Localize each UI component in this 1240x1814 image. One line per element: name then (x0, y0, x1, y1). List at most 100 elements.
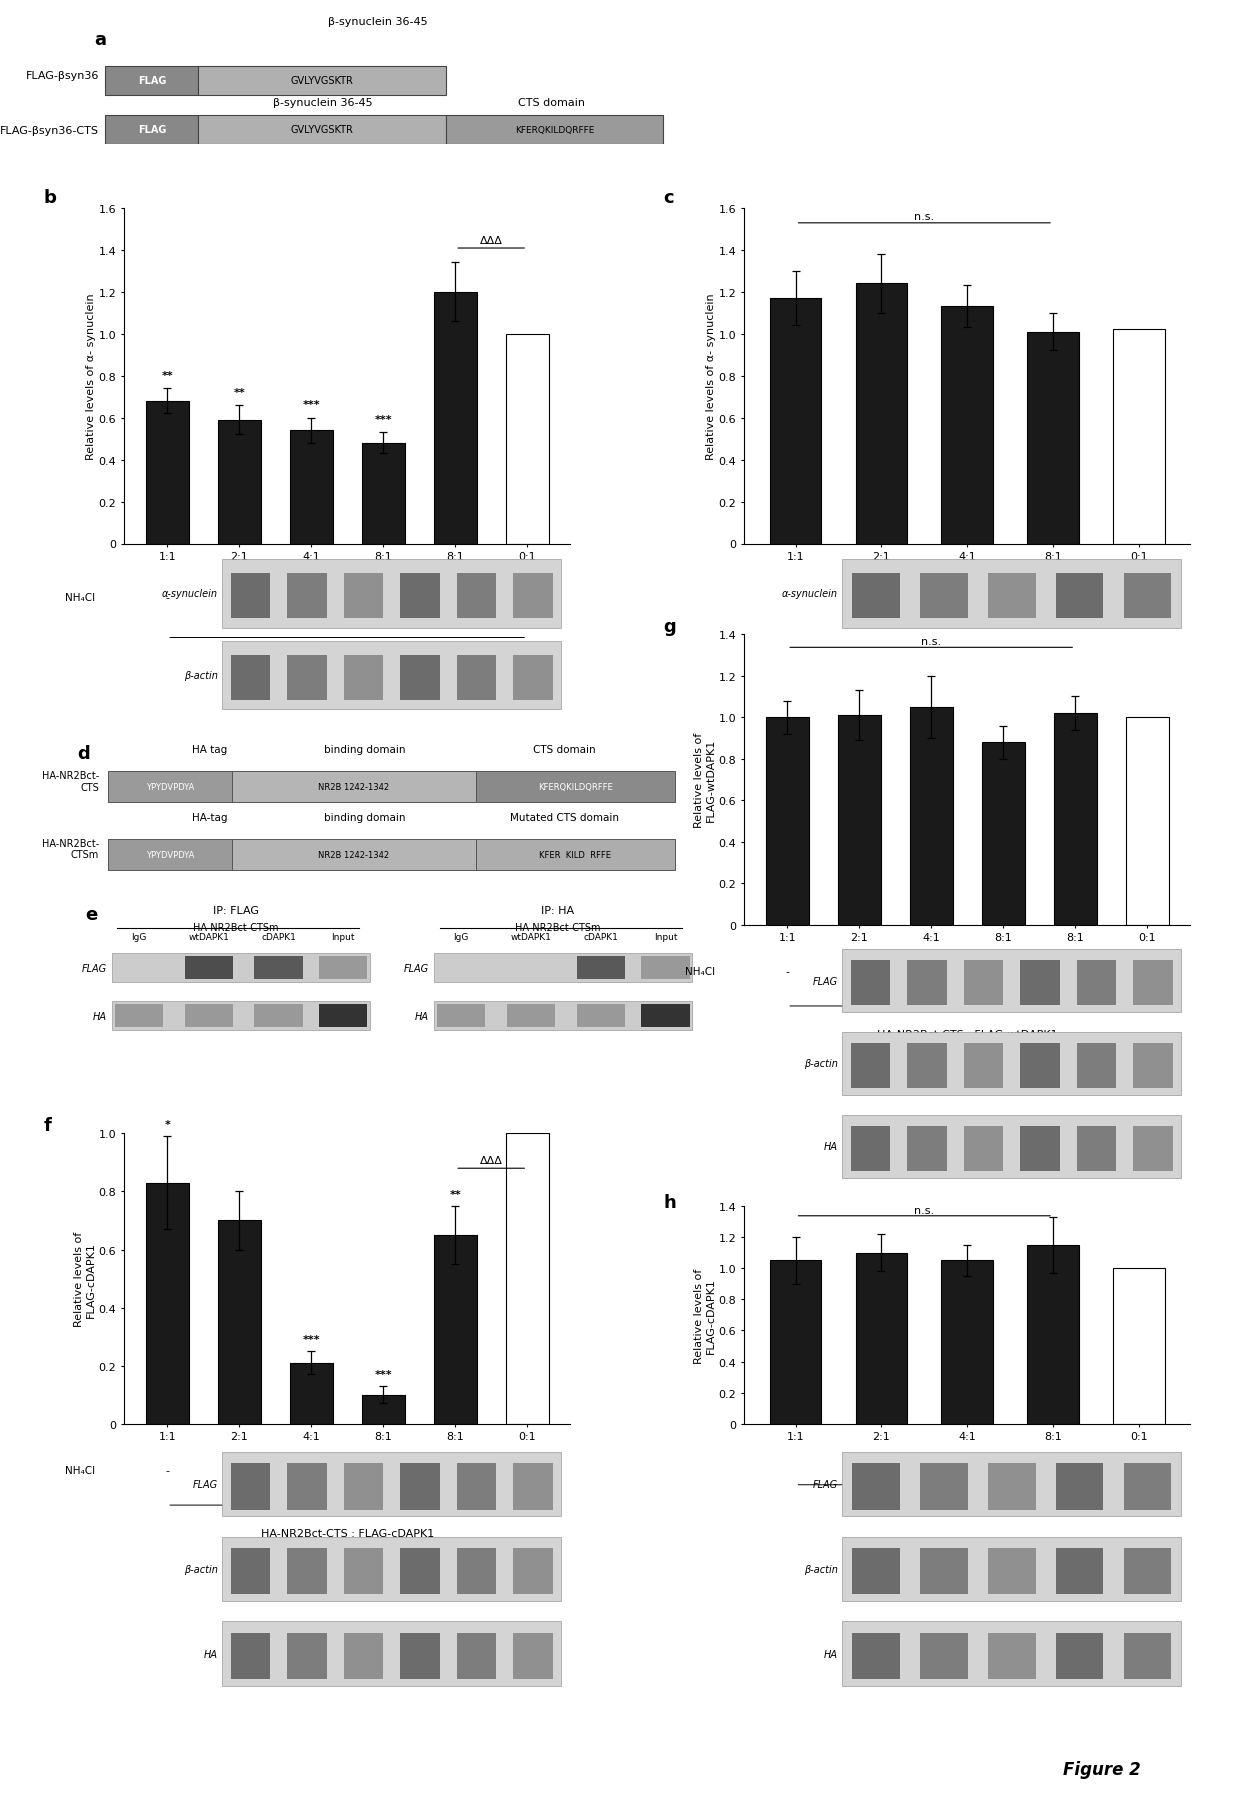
Text: binding domain: binding domain (324, 744, 405, 755)
Bar (1123, 1464, 1172, 1509)
Bar (842, 642, 1182, 709)
Text: ***: *** (303, 1333, 320, 1344)
Text: ΔΔΔ: ΔΔΔ (480, 236, 502, 245)
Text: IgG: IgG (454, 932, 469, 941)
Bar (456, 1464, 496, 1509)
Text: FLAG: FLAG (82, 963, 107, 974)
Text: FLAG-βsyn36: FLAG-βsyn36 (26, 71, 99, 82)
Bar (343, 1547, 383, 1595)
Text: IP: FLAG: IP: FLAG (212, 905, 259, 916)
Text: HA: HA (415, 1010, 429, 1021)
Text: YPYDVPDYA: YPYDVPDYA (146, 851, 195, 860)
Text: -: - (857, 967, 862, 976)
Y-axis label: Relative levels of α- synuclein: Relative levels of α- synuclein (86, 294, 95, 459)
Bar (1133, 960, 1173, 1007)
Bar (231, 1464, 270, 1509)
Text: IP: HA: IP: HA (542, 905, 574, 916)
Bar (222, 1622, 562, 1685)
Bar (920, 655, 967, 700)
Bar (920, 1547, 967, 1595)
Text: -: - (165, 1466, 169, 1475)
Text: f: f (43, 1116, 52, 1134)
Bar (851, 1126, 890, 1172)
Bar (456, 1547, 496, 1595)
Bar (852, 1464, 900, 1509)
Text: n.s.: n.s. (921, 637, 941, 646)
Text: HA: HA (93, 1010, 107, 1021)
Text: cDAPK1: cDAPK1 (584, 932, 619, 941)
Text: a: a (94, 31, 107, 49)
Text: HA-NR2Bct-
CTS: HA-NR2Bct- CTS (42, 771, 99, 793)
Text: ***: *** (374, 1370, 392, 1379)
Text: HA-NR2Bct-CTSm: HA-NR2Bct-CTSm (516, 922, 600, 932)
Text: -: - (165, 593, 169, 602)
Text: FLAG: FLAG (192, 1480, 218, 1489)
Bar (513, 1547, 553, 1595)
Bar (436, 1005, 485, 1029)
Bar (145, 401, 188, 544)
Bar (185, 1005, 233, 1029)
Text: HA-NR2Bct-CTS : FLAG-wtDAPK1: HA-NR2Bct-CTS : FLAG-wtDAPK1 (877, 1030, 1058, 1039)
Bar (112, 1001, 370, 1030)
Bar (319, 1005, 367, 1029)
Bar (401, 1633, 440, 1680)
Bar (343, 573, 383, 619)
Bar (513, 573, 553, 619)
Bar (343, 1633, 383, 1680)
Bar (908, 960, 947, 1007)
Text: -: - (309, 593, 314, 602)
Bar (434, 1235, 477, 1424)
Text: binding domain: binding domain (324, 813, 405, 824)
Text: -: - (526, 593, 529, 602)
Bar (577, 1005, 625, 1029)
Bar (288, 1547, 327, 1595)
Bar (401, 573, 440, 619)
Bar (1027, 1244, 1079, 1424)
Text: **: ** (161, 370, 174, 381)
Text: c: c (663, 189, 675, 207)
Bar (988, 1464, 1035, 1509)
Text: ***: *** (303, 399, 320, 410)
Bar (1123, 1547, 1172, 1595)
Bar (1076, 1043, 1116, 1088)
Text: β-synuclein 36-45: β-synuclein 36-45 (273, 98, 372, 107)
Bar (434, 292, 477, 544)
Bar (217, 1221, 260, 1424)
Text: h: h (663, 1194, 676, 1212)
Bar (185, 956, 233, 980)
Bar (1056, 655, 1104, 700)
Bar (1133, 1043, 1173, 1088)
Text: KFER  KILD  RFFE: KFER KILD RFFE (539, 851, 611, 860)
Text: n.s.: n.s. (914, 1204, 934, 1215)
Text: FLAG: FLAG (404, 963, 429, 974)
Text: -: - (381, 1466, 386, 1475)
Text: HA-NR2Bct-CTSm : FLAG-cDAPK1: HA-NR2Bct-CTSm : FLAG-cDAPK1 (875, 1502, 1059, 1513)
Bar (290, 1362, 332, 1424)
Y-axis label: Relative levels of
FLAG-cDAPK1: Relative levels of FLAG-cDAPK1 (694, 1268, 715, 1362)
Bar (851, 960, 890, 1007)
Bar (319, 956, 367, 980)
Text: CTS domain: CTS domain (533, 744, 595, 755)
Text: HA-NR2Bct-CTSm: HA-NR2Bct-CTSm (193, 922, 278, 932)
Text: GVLYVGSKTR: GVLYVGSKTR (291, 76, 353, 87)
Bar (232, 771, 476, 802)
Bar (232, 840, 476, 871)
Bar (641, 956, 689, 980)
Bar (988, 1547, 1035, 1595)
Bar (842, 1536, 1182, 1602)
Bar (222, 1453, 562, 1517)
Bar (963, 960, 1003, 1007)
Text: FLAG: FLAG (138, 125, 166, 136)
Bar (1056, 1633, 1104, 1680)
Bar (1054, 713, 1097, 925)
Bar (1123, 1633, 1172, 1680)
Text: β-actin: β-actin (184, 671, 218, 680)
Bar (851, 1043, 890, 1088)
Text: β-actin: β-actin (804, 671, 838, 680)
Bar (343, 655, 383, 700)
Bar (982, 742, 1024, 925)
Bar (114, 1005, 164, 1029)
Bar (108, 840, 232, 871)
Bar (856, 285, 908, 544)
Text: CTS domain: CTS domain (518, 98, 585, 107)
